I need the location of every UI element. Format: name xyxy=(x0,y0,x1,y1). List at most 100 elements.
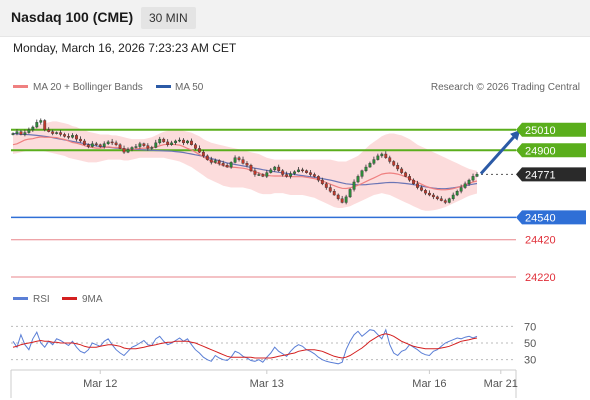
candle-body xyxy=(197,148,201,153)
candle-body xyxy=(106,141,110,144)
candle-body xyxy=(190,140,193,145)
ma20-line xyxy=(12,136,478,191)
candle-body xyxy=(130,147,134,150)
candle-body xyxy=(237,157,241,160)
candle-body xyxy=(178,139,181,142)
candle-body xyxy=(245,163,249,166)
candle-body xyxy=(424,190,427,194)
level-tag-24540 xyxy=(516,210,586,225)
candle-body xyxy=(166,141,170,145)
candle-body xyxy=(336,194,340,199)
candle-body xyxy=(94,143,98,145)
candle-body xyxy=(15,131,19,134)
candle-body xyxy=(309,172,312,175)
candle-body xyxy=(253,170,257,175)
legend-swatch-9ma xyxy=(62,297,77,300)
timeframe-button[interactable]: 30 MIN xyxy=(141,7,196,29)
x-tick-label-Mar-12: Mar 12 xyxy=(83,378,117,390)
candle-body xyxy=(98,144,102,147)
price-levels xyxy=(11,128,516,278)
candle-body xyxy=(380,153,384,157)
candle-body xyxy=(431,194,435,198)
candle-body xyxy=(134,146,138,148)
forecast-arrow xyxy=(479,129,521,175)
candle-body xyxy=(261,174,265,177)
candle-body xyxy=(110,141,114,144)
candle-body xyxy=(301,169,304,172)
x-tick-label-Mar-16: Mar 16 xyxy=(412,378,446,390)
level-label-24771: 24771 xyxy=(525,169,556,181)
legend-swatch-ma20 xyxy=(13,85,28,88)
candle-body xyxy=(35,122,39,128)
candle-body xyxy=(471,176,475,181)
candle-body xyxy=(194,144,197,149)
x-tick-label-Mar-13: Mar 13 xyxy=(250,378,284,390)
candle-body xyxy=(412,179,415,185)
candle-body xyxy=(305,170,308,173)
candle-body xyxy=(316,176,320,181)
rsi-ma-line xyxy=(12,333,478,359)
candle-body xyxy=(269,169,273,173)
candlesticks xyxy=(11,118,479,205)
candle-body xyxy=(427,192,431,196)
candle-body xyxy=(289,173,293,177)
legend-swatch-ma50 xyxy=(156,85,171,88)
ma50-line xyxy=(12,132,478,190)
candle-body xyxy=(344,196,348,203)
rsi-legend: RSI 9MA xyxy=(13,294,103,305)
level-label-24540: 24540 xyxy=(525,212,556,224)
candle-body xyxy=(233,157,237,163)
candle-body xyxy=(23,132,27,135)
candle-body xyxy=(39,120,43,123)
rsi-tick-label-50: 50 xyxy=(524,338,536,350)
candle-body xyxy=(352,181,356,190)
candle-body xyxy=(170,142,174,145)
candle-body xyxy=(435,196,439,199)
candle-body xyxy=(43,120,47,131)
candle-body xyxy=(257,174,261,176)
candle-body xyxy=(78,138,82,142)
candle-body xyxy=(273,166,277,171)
candle-body xyxy=(281,170,285,175)
rsi-line xyxy=(12,328,478,365)
candle-body xyxy=(297,169,300,172)
candle-body xyxy=(126,149,130,153)
copyright-text: Research © 2026 Trading Central xyxy=(431,82,580,93)
candle-body xyxy=(146,145,150,149)
candle-body xyxy=(400,168,404,173)
candle-body xyxy=(249,164,253,171)
legend-label-9ma: 9MA xyxy=(82,294,103,305)
level-tag-24900 xyxy=(516,143,586,158)
candle-body xyxy=(455,191,459,196)
candle-body xyxy=(320,179,324,185)
candle-body xyxy=(467,179,471,185)
candle-body xyxy=(384,153,388,158)
candle-body xyxy=(340,198,344,203)
candle-body xyxy=(229,162,233,168)
candle-body xyxy=(118,144,122,149)
candle-body xyxy=(447,198,451,203)
candle-body xyxy=(67,136,70,138)
candle-body xyxy=(443,200,447,203)
candle-body xyxy=(158,138,162,144)
level-tag-24771 xyxy=(516,167,586,182)
candle-body xyxy=(376,155,380,160)
candle-body xyxy=(225,164,229,168)
legend-label-ma50: MA 50 xyxy=(175,82,204,93)
candle-body xyxy=(31,126,35,131)
candle-body xyxy=(285,174,289,177)
candle-body xyxy=(416,183,419,188)
candle-body xyxy=(138,143,142,147)
candle-body xyxy=(312,174,316,177)
candle-body xyxy=(221,163,225,166)
candle-body xyxy=(205,155,209,160)
level-label-24220: 24220 xyxy=(525,272,556,284)
candle-body xyxy=(47,129,51,132)
candle-body xyxy=(241,159,245,164)
candle-body xyxy=(420,187,423,191)
candle-body xyxy=(59,132,63,135)
moving-averages xyxy=(12,132,478,191)
candle-body xyxy=(102,143,106,147)
candle-body xyxy=(332,191,336,196)
